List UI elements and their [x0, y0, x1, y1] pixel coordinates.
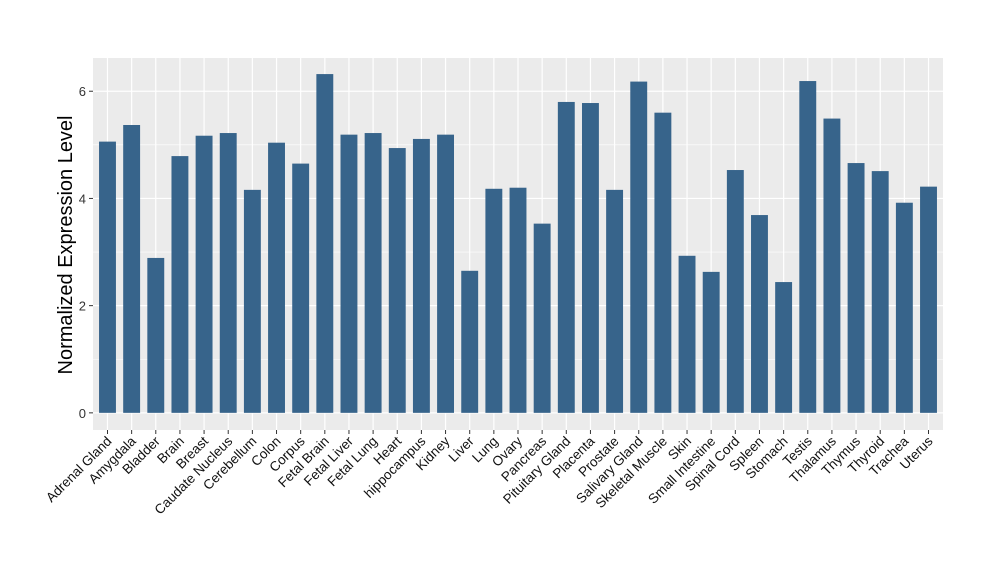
- bar-stomach: [775, 282, 793, 413]
- bar-adrenal-gland: [99, 141, 116, 413]
- bar-thymus: [847, 163, 865, 413]
- bar-uterus: [920, 186, 937, 413]
- bar-amygdala: [123, 125, 141, 413]
- bar-thyroid: [871, 171, 889, 413]
- bar-lung: [485, 188, 503, 413]
- y-tick-label: 0: [79, 406, 86, 421]
- bar-fetal-brain: [316, 74, 334, 413]
- bar-hippocampus: [412, 138, 430, 413]
- bar-ovary: [509, 187, 527, 413]
- bar-salivary-gland: [630, 81, 648, 413]
- bar-skeletal-muscle: [654, 112, 672, 413]
- x-axis: Adrenal GlandAmygdalaBladderBrainBreastC…: [43, 430, 936, 517]
- bar-corpus: [292, 163, 310, 413]
- bar-prostate: [606, 189, 624, 413]
- bar-fetal-liver: [340, 134, 358, 413]
- bar-bladder: [147, 257, 165, 413]
- bar-spinal-cord: [726, 170, 744, 413]
- bar-spleen: [751, 215, 768, 413]
- y-axis-label: Normalized Expression Level: [55, 115, 77, 374]
- bar-trachea: [895, 202, 913, 413]
- bar-thalamus: [823, 118, 841, 413]
- bar-testis: [799, 81, 817, 413]
- bar-brain: [171, 156, 189, 413]
- bar-cerebellum: [243, 189, 261, 413]
- bar-fetal-lung: [364, 133, 382, 413]
- bar-skin: [678, 255, 696, 413]
- bar-pituitary-gland: [557, 101, 575, 413]
- bar-caudate-nucleus: [219, 133, 237, 413]
- bar-placenta: [581, 103, 599, 413]
- bar-heart: [388, 148, 406, 413]
- x-tick-label: Liver: [446, 433, 478, 465]
- y-tick-label: 4: [79, 191, 86, 206]
- y-axis: 0 2 4 6: [79, 84, 93, 421]
- bar-kidney: [437, 134, 455, 413]
- bar-pancreas: [533, 223, 551, 413]
- bar-liver: [461, 270, 479, 413]
- bar-small-intestine: [702, 271, 720, 413]
- y-tick-label: 2: [79, 299, 86, 314]
- y-tick-label: 6: [79, 84, 86, 99]
- bar-colon: [268, 142, 285, 413]
- bar-breast: [195, 135, 213, 413]
- bars: [99, 74, 937, 413]
